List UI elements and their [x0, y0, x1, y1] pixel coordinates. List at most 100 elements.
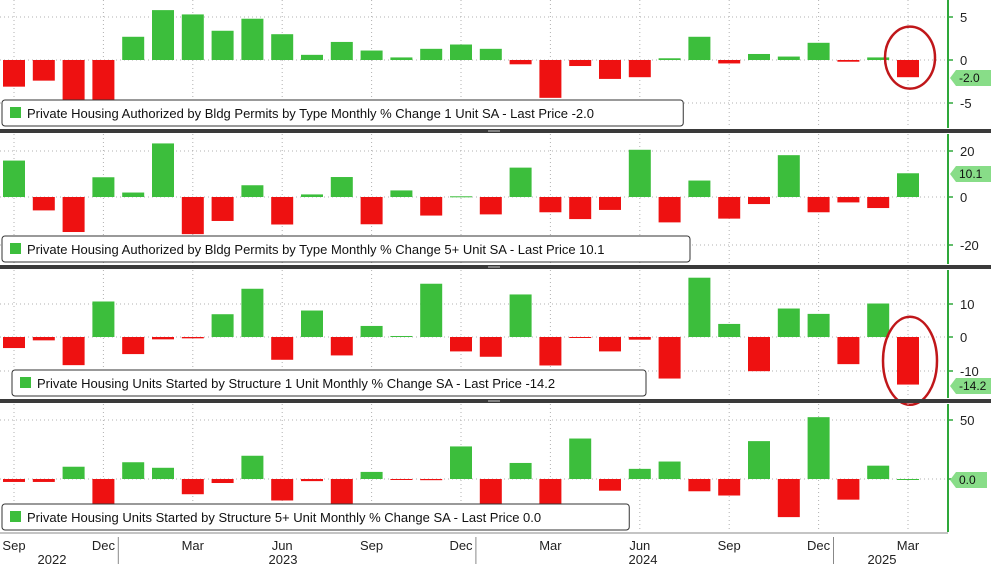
chart-panel-1: 5 0 -5 -2.0 Private Housing Authorized by Bl…: [0, 0, 991, 133]
bar: [748, 53, 770, 60]
bar: [837, 60, 860, 62]
bar: [807, 417, 830, 479]
bar: [599, 337, 621, 352]
x-tick-label: Mar: [897, 538, 920, 553]
bar: [897, 173, 919, 197]
y-tick-label: -10: [960, 364, 979, 379]
y-tick-label: -5: [960, 96, 972, 111]
bar: [211, 197, 234, 221]
bar: [62, 466, 85, 479]
bar: [122, 192, 145, 197]
legend-box: [1, 503, 630, 531]
bar: [330, 479, 353, 506]
bar: [3, 479, 25, 482]
legend-box: [11, 369, 647, 397]
bar: [599, 60, 621, 79]
bar: [837, 197, 860, 203]
bar: [152, 143, 174, 197]
bar: [420, 283, 443, 337]
bar: [807, 313, 830, 337]
bar: [390, 335, 413, 337]
bar: [62, 60, 85, 102]
bar: [688, 36, 711, 60]
bar: [32, 337, 55, 341]
bar: [211, 314, 234, 337]
highlight-circle: [883, 25, 937, 90]
bar: [658, 197, 681, 223]
bar: [92, 177, 115, 197]
bar: [688, 479, 711, 492]
y-tick-label: 0: [960, 190, 967, 205]
bar: [867, 197, 890, 209]
bar: [62, 197, 85, 233]
legend-swatch: [10, 511, 21, 522]
last-value-label: -14.2: [959, 379, 987, 393]
x-tick-label: Mar: [539, 538, 562, 553]
bar: [897, 337, 919, 385]
bar: [241, 455, 264, 479]
bar: [330, 41, 353, 60]
x-tick-label: Sep: [360, 538, 383, 553]
bar: [241, 288, 264, 337]
legend-text: Private Housing Units Started by Structu…: [37, 376, 555, 391]
bar: [628, 337, 651, 340]
y-tick-label: 20: [960, 144, 974, 159]
x-tick-label: Dec: [807, 538, 831, 553]
legend-box: [1, 99, 684, 127]
bar: [32, 197, 55, 211]
bar: [271, 337, 294, 360]
bar: [152, 10, 174, 61]
bar: [509, 462, 532, 479]
bar: [658, 337, 681, 379]
x-tick-label: Dec: [92, 538, 116, 553]
legend-swatch: [10, 243, 21, 254]
bar: [92, 60, 115, 100]
bar: [718, 323, 741, 337]
bar: [152, 337, 174, 340]
bar: [867, 303, 890, 337]
bar: [539, 337, 562, 366]
bar: [301, 310, 323, 337]
y-tick-label: 10: [960, 297, 974, 312]
bar: [271, 34, 294, 60]
bar: [837, 337, 860, 365]
bar: [748, 337, 770, 372]
x-tick-label: Sep: [718, 538, 741, 553]
bar: [807, 42, 830, 60]
bar: [92, 301, 115, 337]
year-label: 2025: [868, 552, 897, 564]
bar: [152, 467, 174, 479]
last-value-label-bg: [950, 472, 987, 488]
bar: [569, 337, 592, 338]
bar: [420, 48, 443, 60]
y-tick-label: 5: [960, 10, 967, 25]
bar: [569, 438, 592, 479]
bar: [867, 465, 890, 479]
y-tick-label: 0: [960, 53, 967, 68]
x-tick-label: Dec: [449, 538, 473, 553]
bar: [867, 57, 890, 60]
legend-text: Private Housing Units Started by Structu…: [27, 510, 541, 525]
bar: [450, 337, 472, 352]
bar: [241, 18, 264, 60]
legend-text: Private Housing Authorized by Bldg Permi…: [27, 106, 594, 121]
bar: [539, 197, 562, 213]
chart-panel-3: 10 0 -10-14.2 Private Housing Units Started…: [0, 270, 991, 407]
bar: [450, 44, 472, 60]
bar: [450, 446, 472, 479]
bar: [181, 197, 204, 235]
bar: [181, 14, 204, 61]
last-value-label-bg: [950, 166, 991, 182]
bar: [897, 60, 919, 78]
y-tick-label: 50: [960, 413, 974, 428]
bar: [32, 479, 55, 482]
year-label: 2022: [38, 552, 67, 564]
bar: [628, 149, 651, 197]
bar: [479, 337, 502, 357]
bar: [509, 60, 532, 65]
bar: [658, 461, 681, 479]
bar: [271, 479, 294, 501]
last-value-label-bg: [950, 378, 991, 394]
bar: [777, 479, 800, 518]
